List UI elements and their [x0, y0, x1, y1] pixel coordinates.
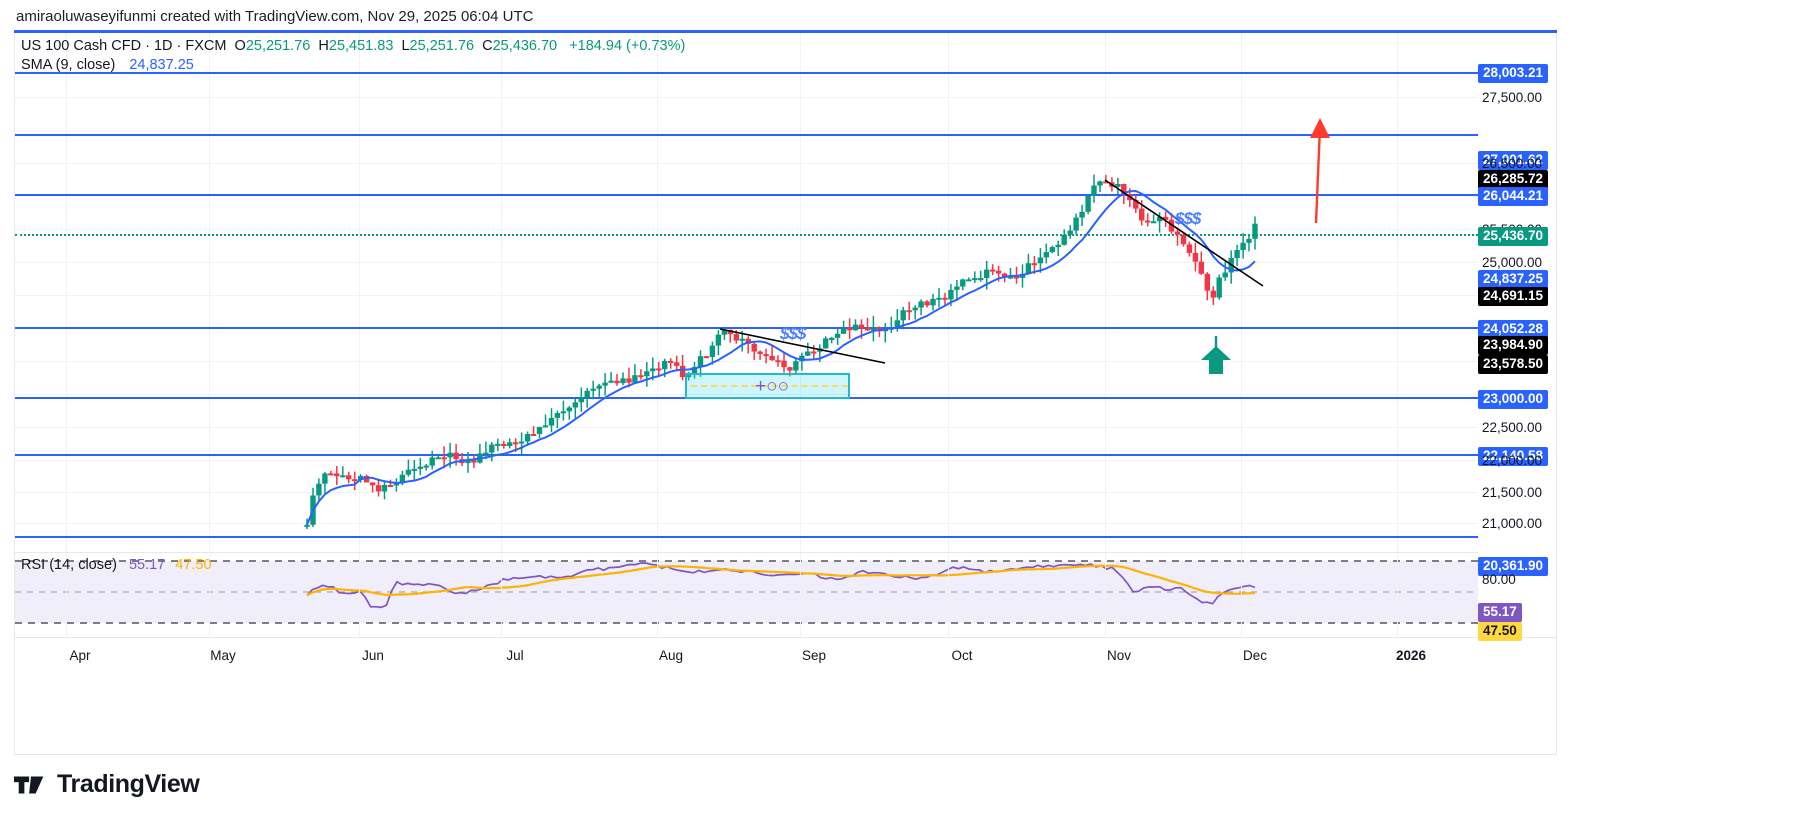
- demand-zone-box[interactable]: [685, 373, 850, 399]
- gridline: [1241, 553, 1242, 637]
- gridline: [1241, 33, 1242, 552]
- gridline: [1397, 33, 1398, 552]
- gridline: [657, 553, 658, 637]
- gridline: [15, 492, 1478, 493]
- gridline: [15, 460, 1478, 461]
- price-tick-22500: 22,500.00: [1482, 420, 1543, 435]
- time-label-jun: Jun: [362, 648, 384, 663]
- dollar-annotation-upper: $$$: [1175, 209, 1201, 228]
- price-badge-20361: 20,361.90: [1478, 557, 1549, 576]
- price-badge-24052: 24,052.28: [1478, 320, 1549, 339]
- price-tick-21500: 21,500.00: [1482, 485, 1543, 500]
- gridline: [15, 262, 1478, 263]
- gridline: [501, 33, 502, 552]
- level-line-20361[interactable]: [15, 536, 1478, 538]
- pane-separator: [15, 552, 1478, 553]
- gridline: [359, 33, 360, 552]
- candlestick-series: [304, 174, 1258, 529]
- gridline: [66, 33, 67, 552]
- gridline: [501, 553, 502, 637]
- price-badge-28003: 28,003.21: [1478, 64, 1549, 83]
- gridline: [209, 33, 210, 552]
- tradingview-logo-icon: [14, 776, 44, 793]
- projection-arrow-icon: [1310, 118, 1330, 224]
- time-label-nov: Nov: [1106, 648, 1132, 663]
- time-label-dec: Dec: [1242, 648, 1268, 663]
- level-line-28003[interactable]: [15, 72, 1478, 74]
- attribution-text: amiraoluwaseyifunmi created with Trading…: [16, 8, 534, 25]
- level-line-27001[interactable]: [15, 134, 1478, 136]
- price-badge-24691: 24,691.15: [1478, 287, 1549, 306]
- level-line-26044[interactable]: [15, 194, 1478, 196]
- level-line-22140[interactable]: [15, 454, 1478, 456]
- price-badge-26044: 26,044.21: [1478, 187, 1549, 206]
- price-pane[interactable]: +○○ $$$ $$$ US 100 Cash CFD · 1D · FXCM …: [15, 33, 1478, 552]
- chart-frame: +○○ $$$ $$$ US 100 Cash CFD · 1D · FXCM …: [14, 33, 1557, 755]
- price-badge-sma: 24,837.25: [1478, 270, 1549, 289]
- trendline-upper: [1104, 179, 1264, 287]
- time-label-aug: Aug: [658, 648, 684, 663]
- price-badge-26285: 26,285.72: [1478, 170, 1549, 189]
- rsi-tick-80: 80.00: [1482, 572, 1516, 587]
- trendline-lower: [719, 328, 886, 364]
- rsi-series-svg: [15, 560, 1478, 624]
- rsi-badge-value: 55.17: [1478, 603, 1522, 622]
- gridline: [15, 523, 1478, 524]
- gridline: [800, 33, 801, 552]
- tradingview-logo: TradingView: [14, 770, 200, 799]
- price-tick-25000: 25,000.00: [1482, 255, 1543, 270]
- gridline: [1397, 553, 1398, 637]
- price-badge-23984: 23,984.90: [1478, 336, 1549, 355]
- price-tick-26500: 26,500.00: [1482, 156, 1543, 171]
- price-tick-22000: 22,000.00: [1482, 453, 1543, 468]
- gridline: [15, 394, 1478, 395]
- gridline: [1105, 33, 1106, 552]
- gridline: [15, 361, 1478, 362]
- time-axis[interactable]: Apr May Jun Jul Aug Sep Oct Nov Dec 2026: [15, 638, 1556, 678]
- price-tick-27500: 27,500.00: [1482, 90, 1543, 105]
- gridline: [15, 97, 1478, 98]
- time-label-apr: Apr: [69, 648, 91, 663]
- price-badge-22140: 22,140.58: [1478, 447, 1549, 466]
- dollar-annotation-lower: $$$: [780, 324, 806, 343]
- rsi-ma-line: [306, 564, 1255, 597]
- gridline: [359, 553, 360, 637]
- price-badge-23000: 23,000.00: [1478, 390, 1549, 409]
- gridline: [15, 229, 1478, 230]
- time-axis-separator: [15, 637, 1556, 638]
- buy-arrow-icon[interactable]: [1199, 336, 1233, 376]
- price-badge-23578: 23,578.50: [1478, 355, 1549, 374]
- level-line-24052[interactable]: [15, 327, 1478, 329]
- tradingview-logo-text: TradingView: [57, 770, 200, 798]
- time-label-jul: Jul: [506, 648, 524, 663]
- current-price-line: [15, 234, 1478, 236]
- price-axis[interactable]: 28,003.21 27,500.00 27,001.62 26,500.00 …: [1476, 33, 1556, 641]
- top-accent-rule: [14, 30, 1557, 33]
- gridline: [657, 33, 658, 552]
- gridline: [66, 553, 67, 637]
- time-label-2026: 2026: [1395, 648, 1427, 663]
- time-label-sep: Sep: [801, 648, 827, 663]
- price-badge-27001: 27,001.62: [1478, 151, 1549, 170]
- rsi-pane[interactable]: RSI (14, close) 55.17 47.50: [15, 553, 1478, 637]
- gridline: [15, 295, 1478, 296]
- price-badge-close: 25,436.70: [1478, 227, 1549, 246]
- price-tick-21000: 21,000.00: [1482, 516, 1543, 531]
- gridline: [15, 427, 1478, 428]
- time-label-oct: Oct: [951, 648, 973, 663]
- gridline: [15, 163, 1478, 164]
- time-label-may: May: [210, 648, 236, 663]
- zone-marker: +○○: [755, 376, 790, 397]
- gridline: [948, 553, 949, 637]
- rsi-badge-ma: 47.50: [1478, 622, 1522, 641]
- gridline: [800, 553, 801, 637]
- sma-line: [306, 189, 1256, 526]
- price-series-svg: [304, 118, 1330, 529]
- gridline: [209, 553, 210, 637]
- zone-midline: [691, 385, 848, 387]
- gridline: [1105, 553, 1106, 637]
